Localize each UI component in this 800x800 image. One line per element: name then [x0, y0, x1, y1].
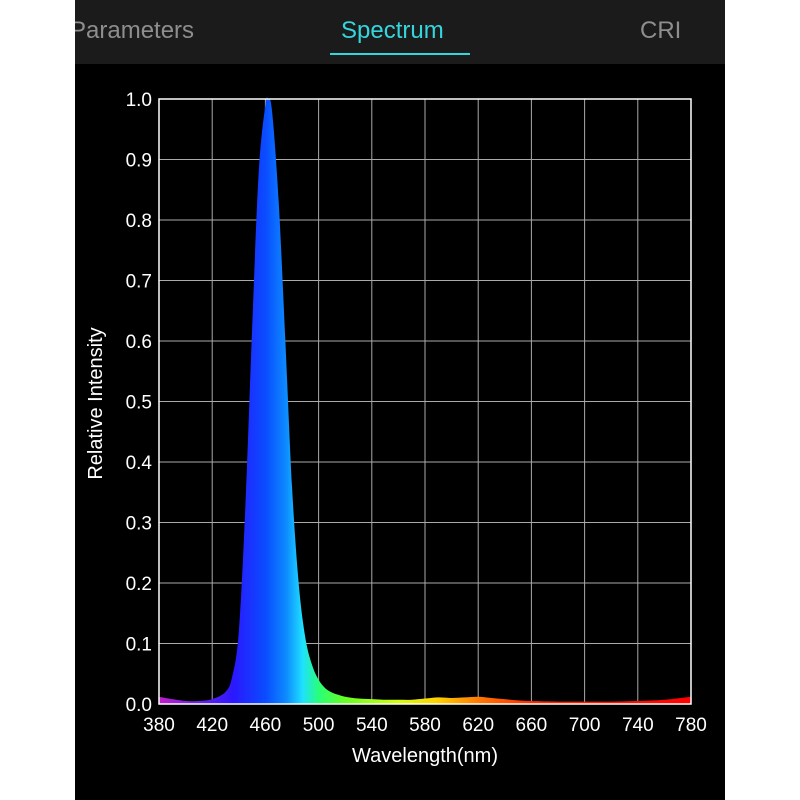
- x-tick-label: 540: [356, 715, 388, 736]
- y-tick-label: 0.8: [126, 211, 152, 232]
- y-tick-label: 0.9: [126, 151, 152, 172]
- chart-area: [159, 97, 691, 704]
- spectrum-screen: Parameters Spectrum CRI: [75, 0, 725, 800]
- tab-spectrum[interactable]: Spectrum: [341, 17, 444, 44]
- tab-parameters[interactable]: Parameters: [75, 17, 195, 44]
- tab-cri[interactable]: CRI: [640, 17, 682, 44]
- y-tick-label: 0.2: [126, 574, 152, 595]
- y-tick-label: 0.1: [126, 635, 152, 656]
- y-tick-label: 1.0: [126, 90, 152, 111]
- y-tick-label: 0.3: [126, 514, 152, 535]
- y-tick-label: 0.7: [126, 272, 152, 293]
- y-tick-label: 0.5: [126, 393, 152, 414]
- active-tab-indicator: [330, 53, 470, 55]
- x-tick-label: 780: [675, 715, 707, 736]
- x-tick-label: 460: [250, 715, 282, 736]
- x-tick-label: 620: [462, 715, 494, 736]
- chart-labels: 380 420 460 500 540 580 620 660 700 740 780 0.0 0.1 0…: [85, 90, 707, 767]
- y-tick-label: 0.4: [126, 453, 153, 474]
- plot-frame: [158, 98, 692, 705]
- x-tick-label: 700: [569, 715, 601, 736]
- x-tick-label: 500: [303, 715, 335, 736]
- y-axis-title: Relative Intensity: [85, 327, 107, 479]
- chart-grid: [158, 98, 692, 705]
- chart-frame: [158, 98, 692, 705]
- spectrum-chart: 380 420 460 500 540 580 620 660 700 740 780 0.0 0.1 0…: [85, 90, 707, 767]
- spectrum-area: [159, 97, 691, 704]
- x-axis-title: Wavelength(nm): [352, 745, 498, 767]
- x-tick-label: 660: [516, 715, 548, 736]
- x-tick-label: 380: [143, 715, 175, 736]
- y-tick-label: 0.0: [126, 695, 152, 716]
- x-tick-label: 740: [622, 715, 654, 736]
- y-tick-label: 0.6: [126, 332, 152, 353]
- x-tick-label: 420: [196, 715, 228, 736]
- x-tick-label: 580: [409, 715, 441, 736]
- tab-bar: Parameters Spectrum CRI: [75, 0, 725, 64]
